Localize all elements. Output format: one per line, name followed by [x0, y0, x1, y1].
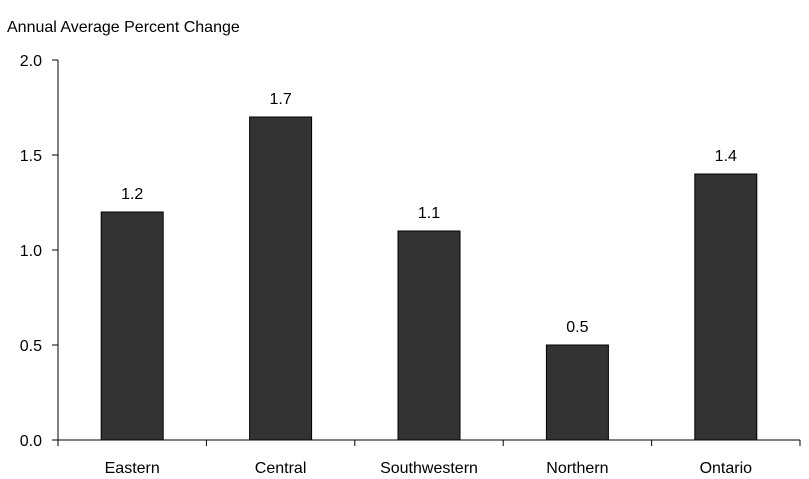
x-axis [57, 439, 801, 446]
x-tick-label: Southwestern [380, 460, 478, 477]
bar-data-label: 1.2 [121, 186, 143, 203]
y-tick-label: 2.0 [20, 53, 42, 70]
y-tick-label: 0.0 [20, 433, 42, 450]
x-tick-labels: Eastern Central Southwestern Northern Ontari… [105, 460, 753, 477]
bar-central [249, 116, 313, 441]
bar-northern [545, 344, 609, 441]
bar-eastern [100, 211, 164, 441]
y-tick-label: 1.0 [20, 243, 42, 260]
bars [100, 116, 758, 441]
y-tick-label: 0.5 [20, 338, 42, 355]
x-tick-label: Northern [546, 460, 608, 477]
x-tick-label: Central [255, 460, 307, 477]
x-tick-label: Ontario [700, 460, 753, 477]
x-tick-label: Eastern [105, 460, 160, 477]
bar-data-label: 1.1 [418, 205, 440, 222]
bar-data-label: 1.7 [269, 91, 291, 108]
bar-data-label: 0.5 [566, 319, 588, 336]
bar-southwestern [397, 230, 461, 441]
bar-data-label: 1.4 [715, 148, 737, 165]
bar-data-labels: 1.2 1.7 1.1 0.5 1.4 [121, 91, 737, 336]
y-axis-label: Annual Average Percent Change [7, 19, 240, 36]
y-axis: 0.0 0.5 1.0 1.5 2.0 [20, 53, 59, 450]
bar-ontario [694, 173, 758, 441]
y-tick-label: 1.5 [20, 148, 42, 165]
